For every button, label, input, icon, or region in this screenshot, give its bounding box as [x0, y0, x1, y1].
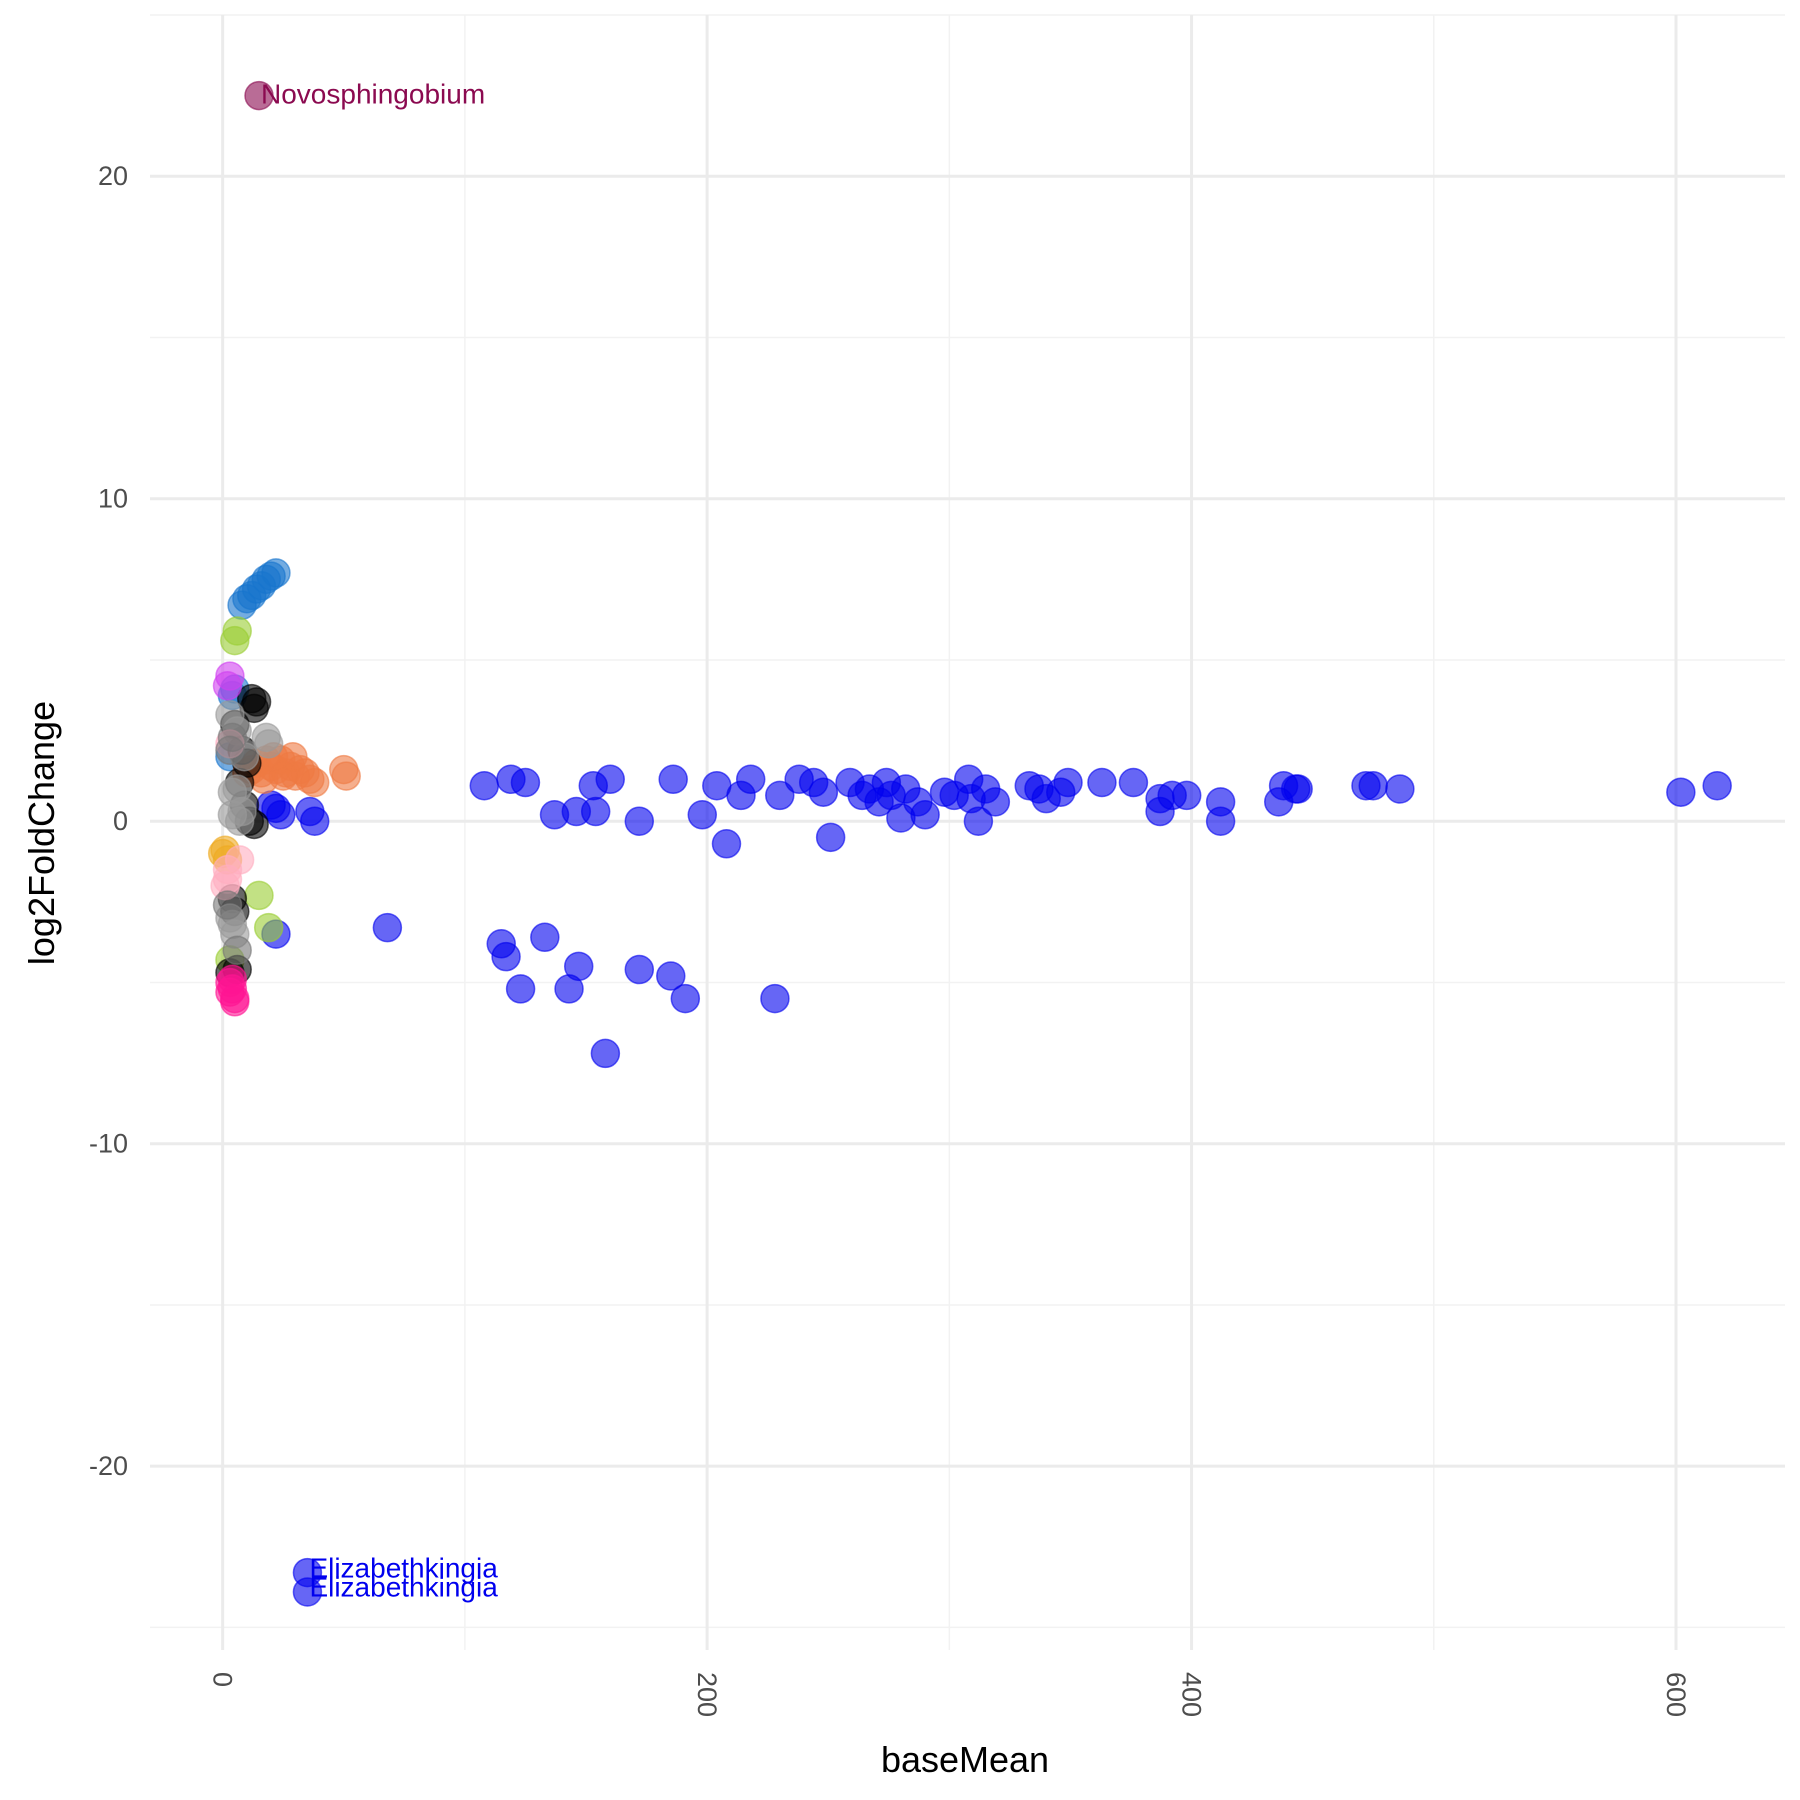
data-point — [261, 558, 291, 588]
data-point — [963, 806, 994, 836]
grid-minor — [150, 14, 1785, 1650]
data-point — [299, 767, 330, 798]
data-point — [658, 764, 688, 795]
data-point — [530, 922, 560, 953]
data-point — [1702, 770, 1732, 801]
data-point — [241, 687, 272, 717]
data-point — [1358, 770, 1388, 801]
data-point — [217, 722, 248, 753]
x-axis-title: baseMean — [881, 1739, 1049, 1780]
data-point — [1053, 767, 1083, 798]
data-points — [207, 80, 1732, 1607]
point-label: Novosphingobium — [261, 79, 485, 110]
data-point — [220, 987, 250, 1017]
data-point — [253, 912, 284, 943]
y-tick-label: 0 — [113, 806, 128, 836]
data-point — [563, 951, 594, 982]
data-point — [278, 741, 308, 772]
x-axis-ticks: 0 200 400 600 — [208, 1672, 1691, 1717]
data-point — [765, 780, 795, 811]
data-point — [212, 854, 243, 885]
data-point — [292, 1577, 323, 1607]
y-tick-label: 10 — [98, 484, 128, 514]
data-point — [1171, 780, 1202, 811]
data-point — [469, 770, 500, 801]
y-axis-ticks: -20 -10 0 10 20 — [89, 161, 128, 1481]
data-point — [491, 941, 521, 972]
data-point — [331, 761, 361, 791]
x-tick-label: 600 — [1661, 1672, 1691, 1717]
y-tick-label: -10 — [89, 1129, 128, 1159]
data-point — [624, 954, 655, 985]
data-point — [1385, 774, 1415, 804]
data-point — [212, 890, 243, 920]
data-point — [711, 829, 742, 859]
x-tick-label: 0 — [208, 1672, 238, 1687]
point-label: Elizabethkingia — [309, 1572, 498, 1603]
data-point — [222, 774, 252, 804]
data-point — [670, 983, 701, 1014]
data-point — [222, 616, 252, 646]
data-point — [590, 1038, 621, 1069]
data-point — [299, 806, 330, 836]
data-point — [687, 800, 718, 830]
x-tick-label: 200 — [692, 1672, 722, 1717]
data-point — [910, 800, 940, 830]
data-point — [980, 787, 1011, 817]
data-point — [510, 767, 541, 798]
data-point — [212, 671, 243, 701]
data-point — [1118, 767, 1149, 798]
data-point — [815, 822, 846, 853]
y-axis-title: log2FoldChange — [21, 701, 62, 965]
data-point — [217, 800, 248, 830]
data-point — [1205, 806, 1236, 836]
x-tick-label: 400 — [1177, 1672, 1207, 1717]
data-point — [580, 796, 611, 827]
point-labels: Novosphingobium ElizabethkingiaElizabethk… — [261, 79, 498, 1603]
data-point — [1087, 767, 1117, 798]
data-point — [760, 983, 790, 1014]
data-point — [1283, 774, 1313, 804]
y-tick-label: 20 — [98, 161, 128, 191]
data-point — [372, 912, 403, 943]
data-point — [808, 777, 839, 807]
data-point — [595, 764, 625, 795]
y-tick-label: -20 — [89, 1451, 128, 1481]
point-label: Elizabethkingia — [309, 1552, 498, 1583]
grid-major — [150, 15, 1785, 1650]
data-point — [656, 961, 686, 991]
data-point — [1666, 777, 1696, 807]
data-point — [244, 80, 274, 111]
data-point — [624, 806, 655, 836]
data-point — [505, 974, 536, 1004]
data-point — [244, 880, 274, 911]
data-point — [253, 729, 284, 759]
data-point — [222, 935, 252, 965]
data-point — [735, 764, 766, 795]
